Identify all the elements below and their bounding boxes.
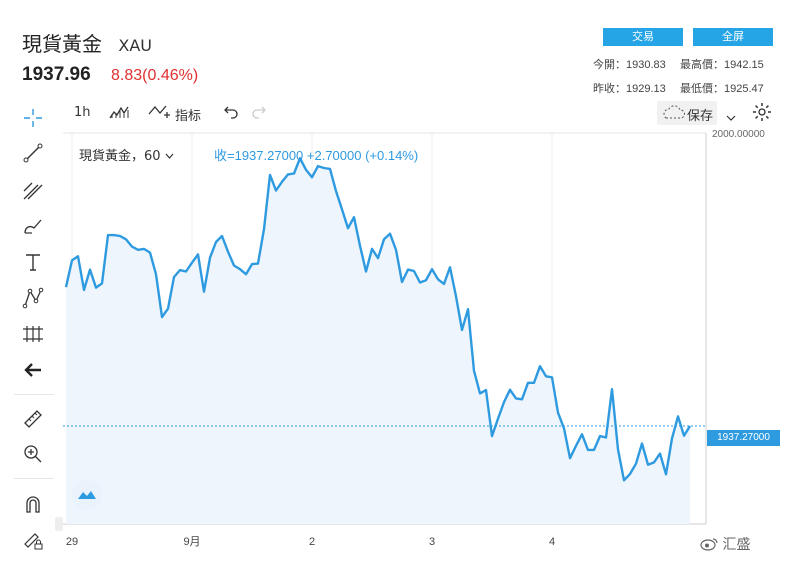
trendline-tool-icon[interactable] bbox=[20, 140, 46, 166]
prev-close-value: 1929.13 bbox=[626, 83, 666, 95]
high-value: 1942.15 bbox=[724, 59, 764, 71]
low-value: 1925.47 bbox=[724, 83, 764, 95]
cloud-icon bbox=[663, 105, 685, 119]
crosshair-tool-icon[interactable] bbox=[20, 105, 46, 131]
magnet-tool-icon[interactable] bbox=[20, 491, 46, 517]
fullscreen-button[interactable]: 全屏 bbox=[693, 28, 773, 46]
instrument-header: 現貨黃金 XAU bbox=[22, 28, 152, 57]
legend-chevron-icon bbox=[165, 153, 174, 159]
save-menu-chevron-icon[interactable] bbox=[726, 107, 736, 126]
zoom-in-icon[interactable] bbox=[20, 441, 46, 467]
low-stat: 最低價：1925.47 bbox=[680, 80, 764, 96]
last-price-label: 1937.27000 bbox=[707, 430, 780, 446]
lock-draw-icon[interactable] bbox=[20, 527, 46, 553]
pattern-tool-icon[interactable] bbox=[20, 285, 46, 311]
last-price: 1937.96 bbox=[22, 64, 91, 85]
high-label: 最高價： bbox=[680, 59, 724, 71]
trade-button[interactable]: 交易 bbox=[603, 28, 683, 46]
prediction-tool-icon[interactable] bbox=[20, 321, 46, 347]
price-area bbox=[66, 158, 690, 525]
back-arrow-icon[interactable] bbox=[20, 357, 46, 383]
weibo-icon bbox=[700, 538, 718, 551]
brush-tool-icon[interactable] bbox=[20, 213, 46, 239]
undo-icon[interactable] bbox=[223, 104, 239, 124]
price-change: 8.83(0.46%) bbox=[111, 67, 199, 84]
chart-style-icon[interactable] bbox=[108, 103, 130, 125]
series-legend[interactable]: 現貨黃金，60 bbox=[79, 145, 174, 164]
x-tick-label: 4 bbox=[549, 536, 555, 548]
price-line bbox=[64, 157, 692, 482]
open-stat: 今開：1930.83 bbox=[593, 56, 666, 72]
prev-close-label: 昨收： bbox=[593, 83, 626, 95]
indicators-icon[interactable] bbox=[147, 102, 171, 126]
collapse-toolbar-handle[interactable] bbox=[55, 517, 63, 531]
fib-tool-icon[interactable] bbox=[20, 177, 46, 203]
indicators-button[interactable]: 指标 bbox=[175, 109, 202, 124]
toolbar-divider bbox=[14, 394, 54, 395]
open-value: 1930.83 bbox=[626, 59, 666, 71]
x-tick-label: 3 bbox=[429, 536, 435, 548]
low-label: 最低價： bbox=[680, 83, 724, 95]
settings-gear-icon[interactable] bbox=[752, 102, 772, 126]
redo-icon[interactable] bbox=[251, 104, 267, 124]
x-tick-label: 9月 bbox=[183, 536, 200, 548]
prev-close-stat: 昨收：1929.13 bbox=[593, 80, 666, 96]
text-tool-icon[interactable] bbox=[20, 249, 46, 275]
watermark-text: 汇盛 bbox=[722, 537, 751, 553]
instrument-symbol: XAU bbox=[118, 36, 152, 55]
quote-legend: 收=1937.27000 +2.70000 (+0.14%) bbox=[214, 148, 419, 163]
x-tick-label: 2 bbox=[309, 536, 315, 548]
save-label: 保存 bbox=[687, 109, 714, 124]
ruler-tool-icon[interactable] bbox=[20, 406, 46, 432]
brand-logo-icon[interactable] bbox=[71, 479, 103, 515]
time-axis-labels: 29 9月 2 3 4 bbox=[66, 536, 555, 548]
open-label: 今開： bbox=[593, 59, 626, 71]
toolbar-divider bbox=[14, 478, 54, 479]
instrument-title: 現貨黃金 bbox=[22, 32, 102, 56]
save-button[interactable]: 保存 bbox=[657, 101, 717, 125]
series-legend-label: 現貨黃金，60 bbox=[79, 149, 161, 164]
interval-button[interactable]: 1h bbox=[74, 105, 91, 120]
x-tick-label: 29 bbox=[66, 536, 78, 548]
y-tick-label: 2000.00000 bbox=[712, 129, 765, 140]
high-stat: 最高價：1942.15 bbox=[680, 56, 764, 72]
weibo-watermark: 汇盛 bbox=[700, 534, 750, 554]
